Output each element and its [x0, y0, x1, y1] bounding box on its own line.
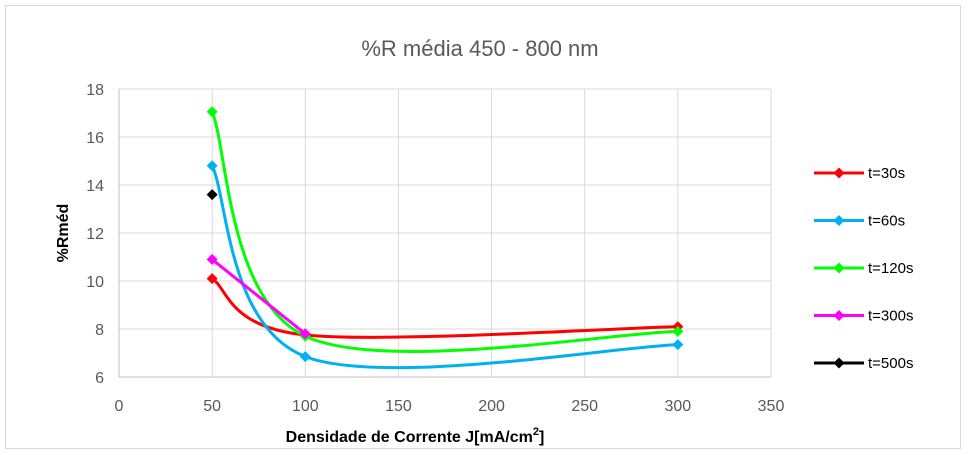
data-point-marker: [206, 273, 218, 285]
x-axis-label: Densidade de Corrente J[mA/cm2]: [286, 426, 545, 446]
data-point-marker: [299, 351, 311, 363]
y-tick-label: 18: [86, 82, 104, 99]
y-axis-label: %Rméd: [55, 204, 72, 263]
legend-entry-label: t=500s: [868, 355, 913, 372]
chart-frame: %R média 450 - 800 nm 6 8 10 12 14 16 18 0 50 10…: [5, 5, 961, 449]
series-line-t=120s: [210, 110, 680, 353]
series-markers: [206, 106, 684, 363]
x-tick-label: 0: [115, 398, 124, 415]
data-point-marker: [206, 160, 218, 172]
data-point-marker: [206, 189, 218, 201]
series-line-t=30s: [210, 277, 680, 339]
x-tick-label: 300: [665, 398, 692, 415]
x-axis-label-end: ]: [539, 429, 544, 446]
x-tick-label: 150: [385, 398, 412, 415]
y-tick-label: 6: [95, 370, 104, 387]
legend-entry-label: t=60s: [868, 213, 905, 230]
legend-marker: [833, 262, 845, 274]
x-tick-label: 100: [292, 398, 319, 415]
series-lines: [210, 110, 680, 370]
legend: t=30s t=60s t=120s t=300s t=500s: [814, 165, 913, 372]
series-line-t=60s: [210, 164, 680, 370]
axes: [118, 89, 771, 378]
x-axis-label-superscript: 2: [533, 426, 539, 438]
legend-marker: [833, 215, 845, 226]
x-tick-label: 350: [758, 398, 785, 415]
legend-entry-label: t=120s: [868, 260, 913, 277]
y-tick-label: 12: [86, 226, 104, 243]
y-tick-label: 8: [95, 322, 104, 339]
y-tick-label: 14: [86, 178, 104, 195]
line-chart: %R média 450 - 800 nm 6 8 10 12 14 16 18 0 50 10…: [55, 36, 913, 446]
legend-entry-label: t=30s: [868, 165, 905, 182]
x-tick-label: 50: [203, 398, 221, 415]
x-tick-labels: 0 50 100 150 200 250 300 350: [115, 398, 785, 415]
data-point-marker: [672, 325, 684, 337]
data-point-marker: [206, 106, 218, 118]
series-line-t=300s: [210, 257, 307, 336]
legend-marker: [833, 167, 845, 179]
y-tick-label: 10: [86, 274, 104, 291]
y-tick-labels: 6 8 10 12 14 16 18: [86, 82, 104, 387]
legend-marker: [833, 310, 845, 321]
y-tick-label: 16: [86, 130, 104, 147]
legend-marker: [833, 357, 845, 369]
legend-entry-label: t=300s: [868, 308, 913, 325]
x-tick-label: 200: [478, 398, 505, 415]
data-point-marker: [672, 339, 684, 351]
x-tick-label: 250: [571, 398, 598, 415]
x-axis-label-main: Densidade de Corrente J[mA/cm: [286, 429, 533, 446]
data-point-marker: [206, 253, 218, 265]
data-point-marker: [299, 328, 311, 340]
chart-title: %R média 450 - 800 nm: [361, 36, 598, 61]
